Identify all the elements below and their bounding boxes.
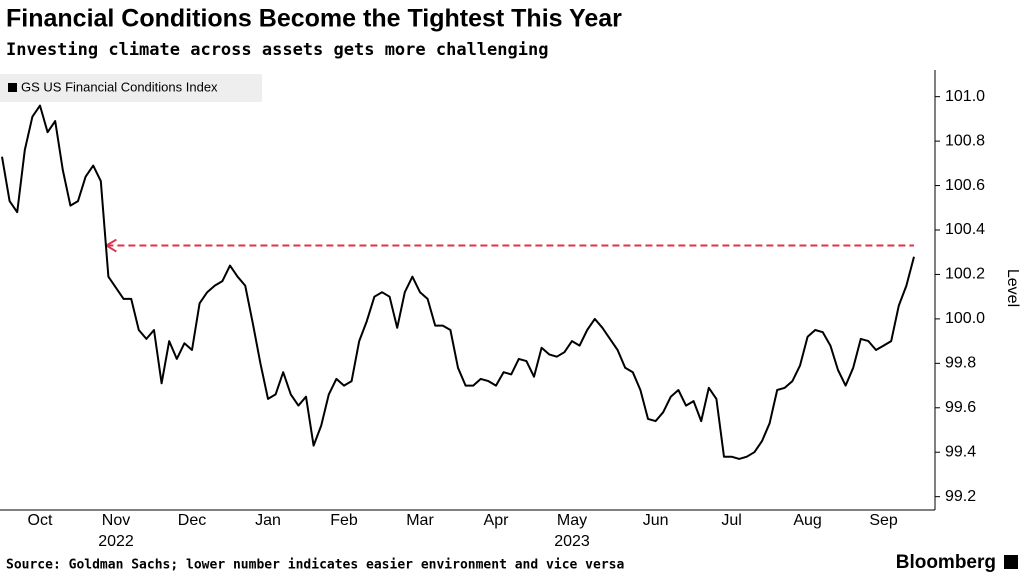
x-tick-label: Sep — [869, 512, 898, 529]
legend-box — [0, 74, 262, 102]
x-tick-label: Apr — [484, 512, 510, 529]
y-tick-label: 101.0 — [945, 88, 985, 105]
x-tick-label: Feb — [330, 512, 358, 529]
x-tick-label: Dec — [178, 512, 206, 529]
x-tick-label: Mar — [406, 512, 434, 529]
y-tick-label: 100.0 — [945, 310, 985, 327]
brand-icon — [1004, 555, 1018, 569]
x-tick-label: Jun — [643, 512, 669, 529]
legend-label: GS US Financial Conditions Index — [21, 79, 218, 94]
x-year-label: 2023 — [554, 533, 590, 550]
y-tick-label: 100.6 — [945, 177, 985, 194]
y-tick-label: 99.4 — [945, 443, 976, 460]
y-axis-label: Level — [1004, 269, 1021, 307]
x-year-label: 2022 — [98, 533, 134, 550]
y-tick-label: 100.2 — [945, 266, 985, 283]
data-line — [1, 104, 915, 460]
chart-title: Financial Conditions Become the Tightest… — [6, 5, 622, 33]
y-tick-label: 100.8 — [945, 132, 985, 149]
x-tick-label: Nov — [102, 512, 130, 529]
y-tick-label: 100.4 — [945, 221, 985, 238]
legend-swatch — [8, 83, 17, 92]
x-tick-label: Oct — [28, 512, 53, 529]
x-tick-label: Aug — [793, 512, 821, 529]
x-tick-label: Jul — [721, 512, 741, 529]
y-tick-label: 99.8 — [945, 355, 976, 372]
brand: Bloomberg — [896, 552, 996, 573]
chart-subtitle: Investing climate across assets gets mor… — [6, 40, 548, 60]
y-tick-label: 99.2 — [945, 488, 976, 505]
source-note: Source: Goldman Sachs; lower number indi… — [6, 558, 624, 573]
y-tick-label: 99.6 — [945, 399, 976, 416]
x-tick-label: May — [557, 512, 587, 529]
x-tick-label: Jan — [255, 512, 281, 529]
